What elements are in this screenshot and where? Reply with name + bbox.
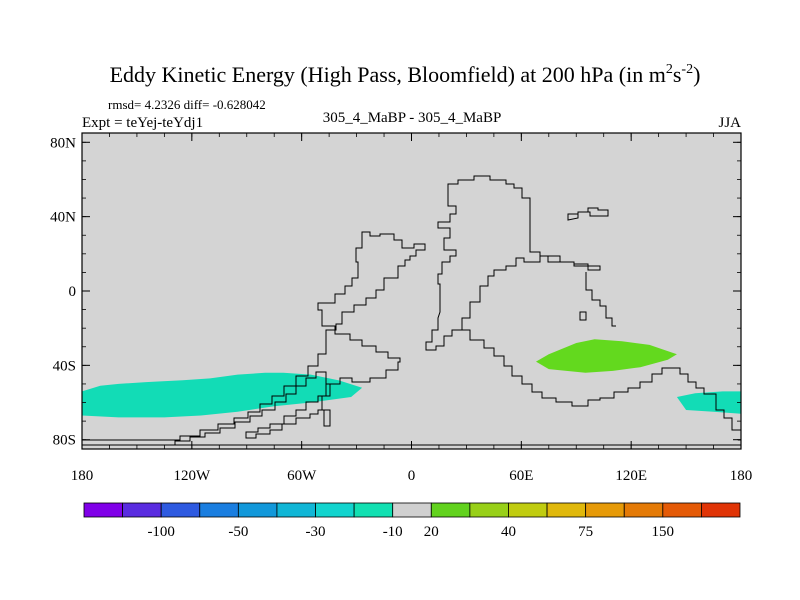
colorbar-label: -100: [147, 524, 175, 540]
x-tick-label: 120W: [173, 468, 211, 484]
colorbar-swatch: [276, 502, 316, 518]
x-tick-label: 180: [730, 468, 753, 484]
expt-label: Expt = teYej-teYdj1: [82, 115, 203, 131]
colorbar-swatch: [701, 502, 741, 518]
map-panel: 180 120W 60W 0 60E 120E 180 80N 40N 0 40S 80S: [50, 132, 752, 484]
colorbar-swatch: [237, 502, 278, 518]
colorbar-swatch: [160, 502, 201, 518]
southwest-pacific-negative-anomaly: [676, 391, 741, 414]
coastline-australia: [672, 367, 742, 441]
chart-title: Eddy Kinetic Energy (High Pass, Bloomfie…: [110, 62, 701, 87]
y-tick-label: 80S: [53, 433, 76, 449]
colorbar-label: 40: [501, 524, 516, 540]
colorbar-swatch: [353, 502, 394, 518]
stats-label: rmsd= 4.2326 diff= -0.628042: [108, 97, 266, 112]
y-tick-label: 40N: [50, 210, 76, 226]
colorbar-swatch: [122, 502, 162, 518]
y-tick-label: 0: [69, 284, 77, 300]
center-label: 305_4_MaBP - 305_4_MaBP: [323, 110, 502, 126]
x-tick-label: 60W: [287, 468, 317, 484]
colorbar-swatch: [623, 502, 664, 518]
colorbar-swatch: [315, 502, 355, 518]
colorbar-swatch: [83, 502, 123, 518]
colorbar-swatch: [508, 502, 548, 518]
colorbar-label: 150: [652, 524, 675, 540]
x-tick-label: 0: [408, 468, 416, 484]
coastline-eurasia: [425, 175, 601, 351]
south-pacific-negative-anomaly: [82, 372, 363, 418]
colorbar: -100 -50 -30 -10 20 40 75 150: [83, 502, 741, 540]
colorbar-swatch: [430, 502, 471, 518]
coastline-south-america: [245, 384, 331, 439]
x-tick-label: 120E: [615, 468, 647, 484]
anomaly-features: [82, 339, 741, 418]
colorbar-label: 75: [578, 524, 593, 540]
x-tick-label: 180: [71, 468, 94, 484]
y-tick-label: 40S: [53, 358, 76, 374]
colorbar-swatch: [199, 502, 239, 518]
colorbar-label: 20: [424, 524, 439, 540]
colorbar-label: -10: [383, 524, 403, 540]
colorbar-swatch: [392, 502, 432, 518]
coastline-americas: [81, 231, 426, 446]
x-tick-label: 60E: [509, 468, 533, 484]
coastline-southeast-asia: [579, 272, 616, 327]
colorbar-swatch: [546, 502, 587, 518]
coastline-east-asia: [567, 207, 609, 221]
colorbar-swatch: [662, 502, 702, 518]
colorbar-swatch: [585, 502, 625, 518]
axis-ticks: 180 120W 60W 0 60E 120E 180 80N 40N 0 40S 80S: [50, 133, 752, 484]
y-tick-label: 80N: [50, 135, 76, 151]
indian-ocean-positive-anomaly: [536, 339, 677, 373]
colorbar-label: -50: [228, 524, 248, 540]
season-label: JJA: [718, 115, 741, 131]
colorbar-label: -30: [306, 524, 326, 540]
colorbar-swatch: [469, 502, 509, 518]
coastline-africa: [462, 329, 672, 407]
